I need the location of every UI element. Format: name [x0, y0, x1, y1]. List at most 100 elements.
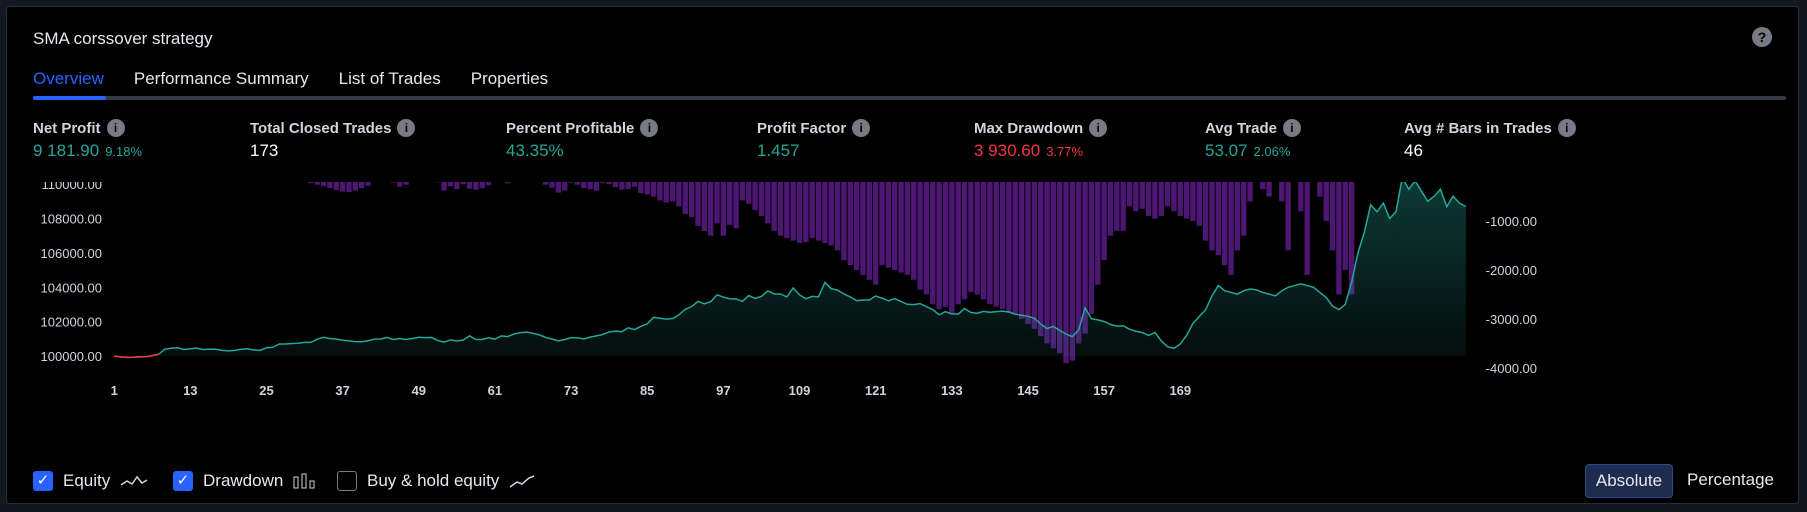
left-axis-tick: 106000.00: [41, 246, 102, 261]
drawdown-bar: [1234, 182, 1241, 251]
drawdown-bar: [752, 182, 758, 211]
info-icon[interactable]: i: [1557, 119, 1576, 137]
x-axis-tick: 25: [259, 383, 273, 398]
drawdown-bar: [822, 182, 828, 244]
drawdown-bar: [1228, 182, 1234, 275]
drawdown-bar: [1329, 182, 1336, 251]
info-icon[interactable]: i: [106, 119, 125, 137]
drawdown-bar: [879, 182, 885, 266]
legend-drawdown[interactable]: ✓ Drawdown: [173, 471, 319, 491]
x-axis-tick: 73: [564, 383, 578, 398]
help-icon[interactable]: ?: [1752, 27, 1772, 47]
drawdown-bar: [593, 182, 600, 191]
drawdown-bar: [447, 182, 454, 187]
drawdown-bar: [339, 182, 346, 192]
left-axis-tick: 102000.00: [41, 315, 102, 330]
drawdown-bar: [1006, 182, 1012, 312]
drawdown-bar: [987, 182, 993, 305]
drawdown-bar: [1260, 182, 1266, 190]
drawdown-bar: [841, 182, 847, 261]
drawdown-bar: [1145, 182, 1152, 217]
drawdown-bar: [1202, 182, 1209, 241]
stat-label-text: Profit Factor: [757, 119, 847, 137]
stat-5: Avg Trade i 53.07 2.06%: [1205, 119, 1301, 161]
drawdown-bar: [631, 182, 638, 187]
drawdown-bar: [1120, 182, 1126, 231]
stat-value: 3 930.60 3.77%: [974, 141, 1107, 161]
drawdown-bar: [1323, 182, 1329, 221]
drawdown-bar: [485, 182, 492, 186]
drawdown-bar: [936, 182, 942, 310]
legend-buyhold[interactable]: Buy & hold equity: [337, 471, 535, 491]
drawdown-bar: [663, 182, 669, 203]
stat-label-text: Avg Trade: [1205, 119, 1277, 137]
stat-value: 53.07 2.06%: [1205, 141, 1301, 161]
drawdown-bar: [562, 182, 568, 191]
drawdown-bar: [390, 182, 397, 183]
stat-value: 173: [250, 141, 415, 161]
drawdown-bar: [1088, 182, 1095, 315]
stat-value: 43.35%: [506, 141, 658, 161]
equity-checkbox[interactable]: ✓: [33, 471, 53, 491]
drawdown-checkbox[interactable]: ✓: [173, 471, 193, 491]
percentage-button[interactable]: Percentage: [1687, 470, 1774, 489]
drawdown-bar: [892, 182, 898, 270]
info-icon[interactable]: i: [640, 119, 659, 137]
drawdown-bar: [1171, 182, 1177, 212]
drawdown-bar: [911, 182, 917, 280]
x-axis-tick: 97: [716, 383, 730, 398]
drawdown-bar: [397, 182, 403, 187]
info-icon[interactable]: i: [1089, 119, 1108, 137]
stat-value-text: 46: [1404, 141, 1423, 160]
drawdown-bar: [708, 182, 714, 236]
left-axis-tick: 108000.00: [41, 212, 102, 227]
drawdown-bar: [346, 182, 352, 193]
tab-performance-summary[interactable]: Performance Summary: [133, 69, 309, 88]
drawdown-bar: [999, 182, 1006, 310]
drawdown-bar: [873, 182, 879, 285]
drawdown-bar: [549, 182, 555, 188]
stat-value-text: 3 930.60: [974, 141, 1041, 160]
info-icon[interactable]: i: [397, 119, 416, 137]
drawdown-bar: [923, 182, 930, 295]
active-tab-indicator: [33, 96, 106, 100]
drawdown-bar: [1348, 182, 1355, 295]
left-axis-tick: 104000.00: [41, 280, 102, 295]
drawdown-bar: [727, 182, 733, 225]
x-axis-tick: 109: [789, 383, 811, 398]
drawdown-bar: [1050, 182, 1057, 349]
drawdown-bar: [587, 182, 593, 190]
drawdown-bar: [1025, 182, 1031, 324]
stat-label-text: Avg # Bars in Trades: [1404, 119, 1552, 137]
drawdown-bar: [669, 182, 676, 202]
drawdown-bar: [1044, 182, 1050, 344]
drawdown-bar: [1190, 182, 1196, 221]
drawdown-bar: [1279, 182, 1285, 202]
equity-drawdown-chart: 110000.00 108000.00 106000.00 104000.00 1020…: [41, 182, 1537, 398]
drawdown-bar: [1012, 182, 1018, 315]
tab-properties[interactable]: Properties: [470, 69, 549, 88]
drawdown-bar: [1342, 182, 1348, 270]
info-icon[interactable]: i: [1282, 119, 1301, 137]
drawdown-bar: [949, 182, 955, 315]
info-icon[interactable]: i: [852, 119, 871, 137]
x-axis-tick: 1: [111, 383, 118, 398]
drawdown-label: Drawdown: [203, 471, 284, 490]
tab-list-of-trades[interactable]: List of Trades: [338, 69, 441, 88]
drawdown-bar: [1152, 182, 1158, 219]
drawdown-bar: [454, 182, 460, 190]
drawdown-bar: [898, 182, 904, 273]
x-axis-tick: 61: [488, 383, 502, 398]
x-axis-tick: 49: [412, 383, 426, 398]
drawdown-bar: [676, 182, 682, 207]
drawdown-bar: [308, 182, 314, 184]
absolute-button[interactable]: Absolute: [1584, 464, 1674, 498]
legend-equity[interactable]: ✓ Equity: [33, 471, 148, 491]
equity-loss-segment: [114, 353, 159, 359]
drawdown-bar: [930, 182, 936, 305]
drawdown-bar: [1196, 182, 1202, 226]
stat-label-text: Percent Profitable: [506, 119, 635, 137]
buyhold-checkbox[interactable]: [337, 471, 357, 491]
tab-overview[interactable]: Overview: [33, 69, 104, 88]
stat-label: Avg Trade i: [1205, 119, 1301, 137]
